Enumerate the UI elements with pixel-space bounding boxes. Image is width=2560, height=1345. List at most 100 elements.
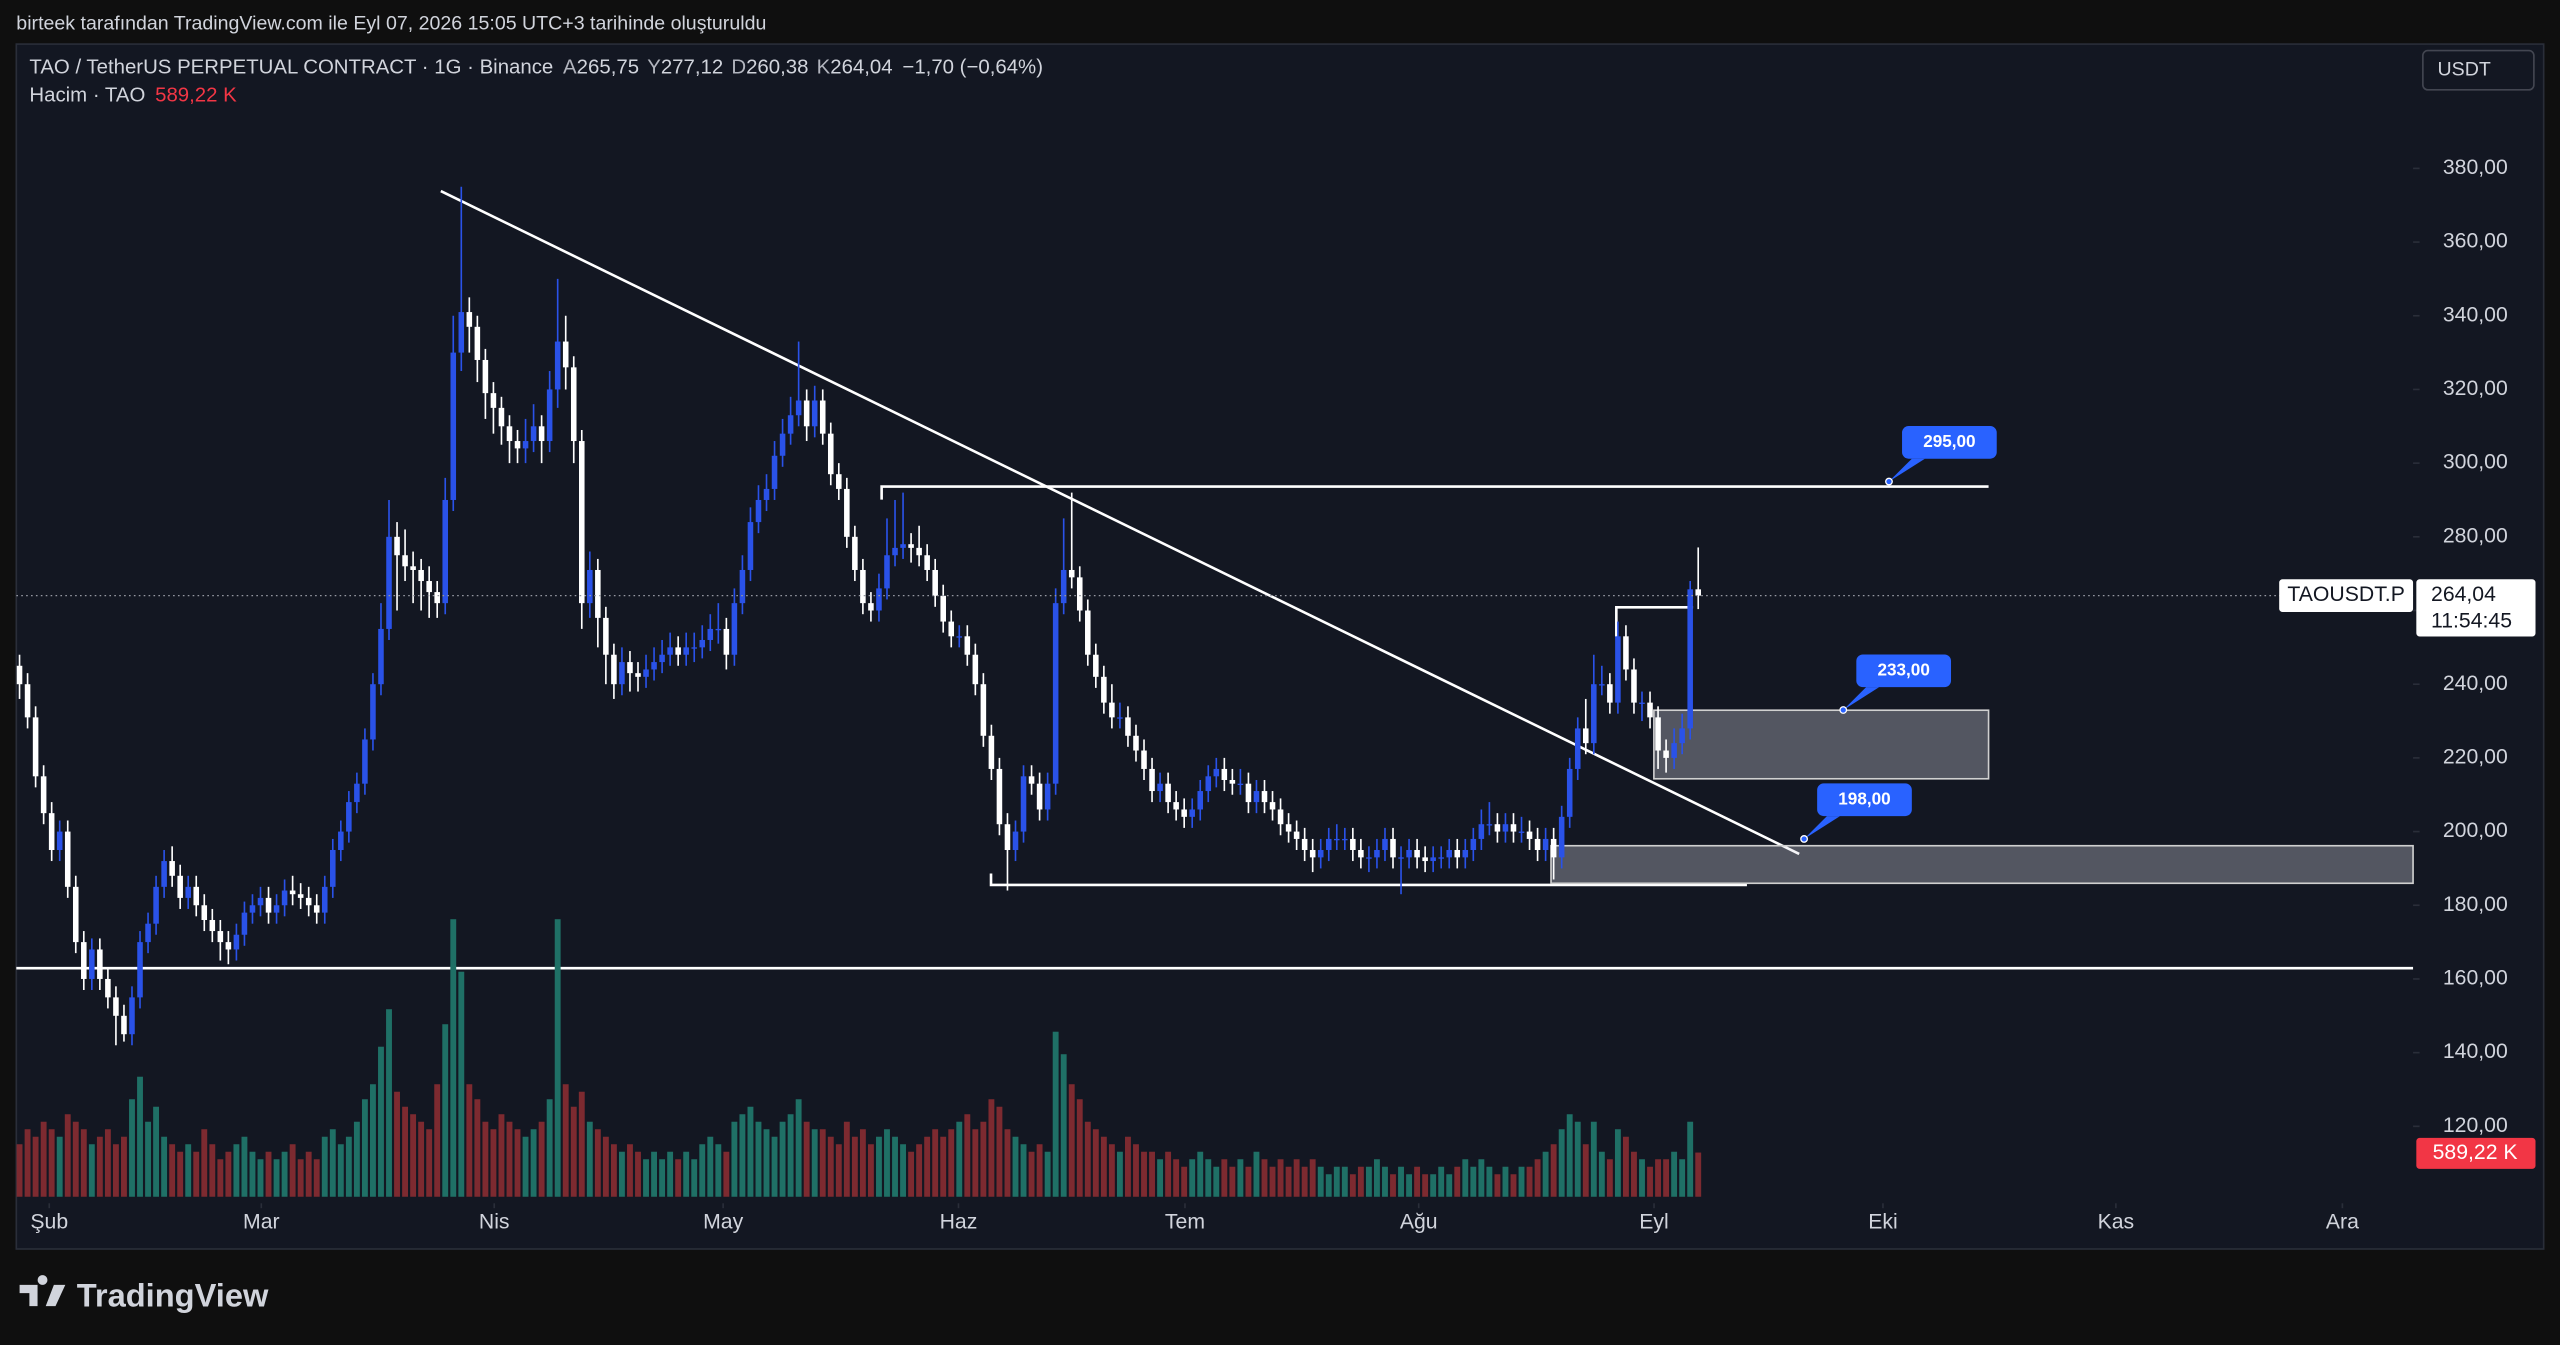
candle-body [64,831,71,887]
volume-bar [787,1114,794,1197]
y-tick-label: 380,00 [2443,156,2508,179]
volume-bar [996,1106,1003,1197]
candle-body [426,581,432,593]
volume-bar [940,1136,947,1197]
volume-bar [1044,1151,1051,1197]
countdown: 11:54:45 [2431,609,2512,632]
volume-bar [884,1129,890,1197]
x-tick-label: Eyl [1639,1210,1668,1233]
candle-body [699,639,706,648]
candle-body [386,536,392,629]
candle-body [289,890,296,895]
candle-body [739,569,746,604]
volume-bar [1639,1159,1645,1197]
volume-bar [578,1091,585,1197]
volume-bar [1679,1159,1686,1197]
candle-body [892,547,898,556]
volume-title: Hacim · TAO [29,85,145,107]
volume-bar [1116,1151,1123,1197]
volume-bar [145,1121,151,1197]
volume-bar [257,1159,264,1197]
y-tick-label: 140,00 [2443,1040,2508,1063]
volume-bar [988,1099,995,1197]
y-tick-label: 160,00 [2443,967,2508,990]
candle-body [1020,776,1027,832]
volume-bar [386,1009,392,1197]
candle-body [1374,849,1380,858]
volume-bar [763,1129,770,1197]
candle-body [1582,728,1589,744]
volume-bar [522,1136,529,1197]
candle-body [265,897,272,913]
volume-bar [1237,1159,1244,1197]
candle-body [651,662,657,670]
y-tick-label: 240,00 [2443,672,2508,695]
candle-body [1334,838,1340,841]
candle-body [1366,857,1372,859]
candle-body [723,628,730,655]
price-tag: 264,04 [2431,583,2496,606]
candle-body [1550,838,1557,858]
x-tick-label: Ağu [1400,1210,1438,1233]
volume-bar [450,919,457,1197]
candle-body [1036,783,1043,810]
volume-bar [1357,1166,1364,1197]
volume-bar [1293,1159,1300,1197]
volume-bar [1181,1166,1188,1197]
volume-bar [964,1114,971,1197]
y-tick-label: 120,00 [2443,1114,2508,1137]
candle-body [225,942,232,950]
volume-bar [1510,1174,1517,1197]
candle-body [1615,636,1621,703]
candle-body [490,393,497,408]
volume-bar [1470,1166,1477,1197]
volume-bar [683,1151,690,1197]
candle-body [1012,831,1019,850]
volume-bar [900,1144,906,1197]
candle-body [570,367,577,442]
volume-bar [1671,1151,1678,1197]
volume-bar [747,1106,754,1197]
candle-body [860,569,866,604]
candle-body [1462,849,1469,858]
volume-bar [755,1121,762,1197]
candle-body [852,536,858,570]
candle-body [1301,838,1308,850]
volume-bar [972,1129,979,1197]
candle-body [1141,750,1147,769]
volume-bar [1084,1121,1091,1197]
volume-bar [530,1129,537,1197]
callout-label: 295,00 [1923,431,1975,451]
volume-bar [1125,1136,1131,1197]
candle-body [1245,783,1252,803]
candle-body [466,312,473,327]
volume-bar [659,1159,666,1197]
currency[interactable]: USDT [2438,58,2491,80]
candle-body [249,905,256,913]
volume-bar [1068,1084,1075,1197]
volume-bar [305,1151,312,1197]
currency-button[interactable] [2422,49,2535,91]
volume-bar [32,1136,39,1197]
volume-bar [1462,1159,1469,1197]
volume-bar [482,1121,489,1197]
volume-bar [1108,1144,1115,1197]
volume-bar [1141,1151,1147,1197]
candle-body [402,555,408,567]
candle-body [233,934,240,950]
candle-body [1558,816,1565,858]
candle-body [105,978,111,998]
volume-bar [201,1129,208,1197]
brand-name: TradingView [77,1277,269,1314]
candle-body [418,569,424,582]
candle-body [956,636,963,638]
volume-bar [458,971,465,1197]
volume-bar [1631,1151,1637,1197]
candle-body [442,499,449,604]
candle-body [827,433,834,475]
volume-bar [225,1151,232,1197]
candle-body [1358,849,1364,858]
volume-bar [1133,1144,1139,1197]
volume-bar [121,1136,127,1197]
volume-bar [1205,1159,1212,1197]
